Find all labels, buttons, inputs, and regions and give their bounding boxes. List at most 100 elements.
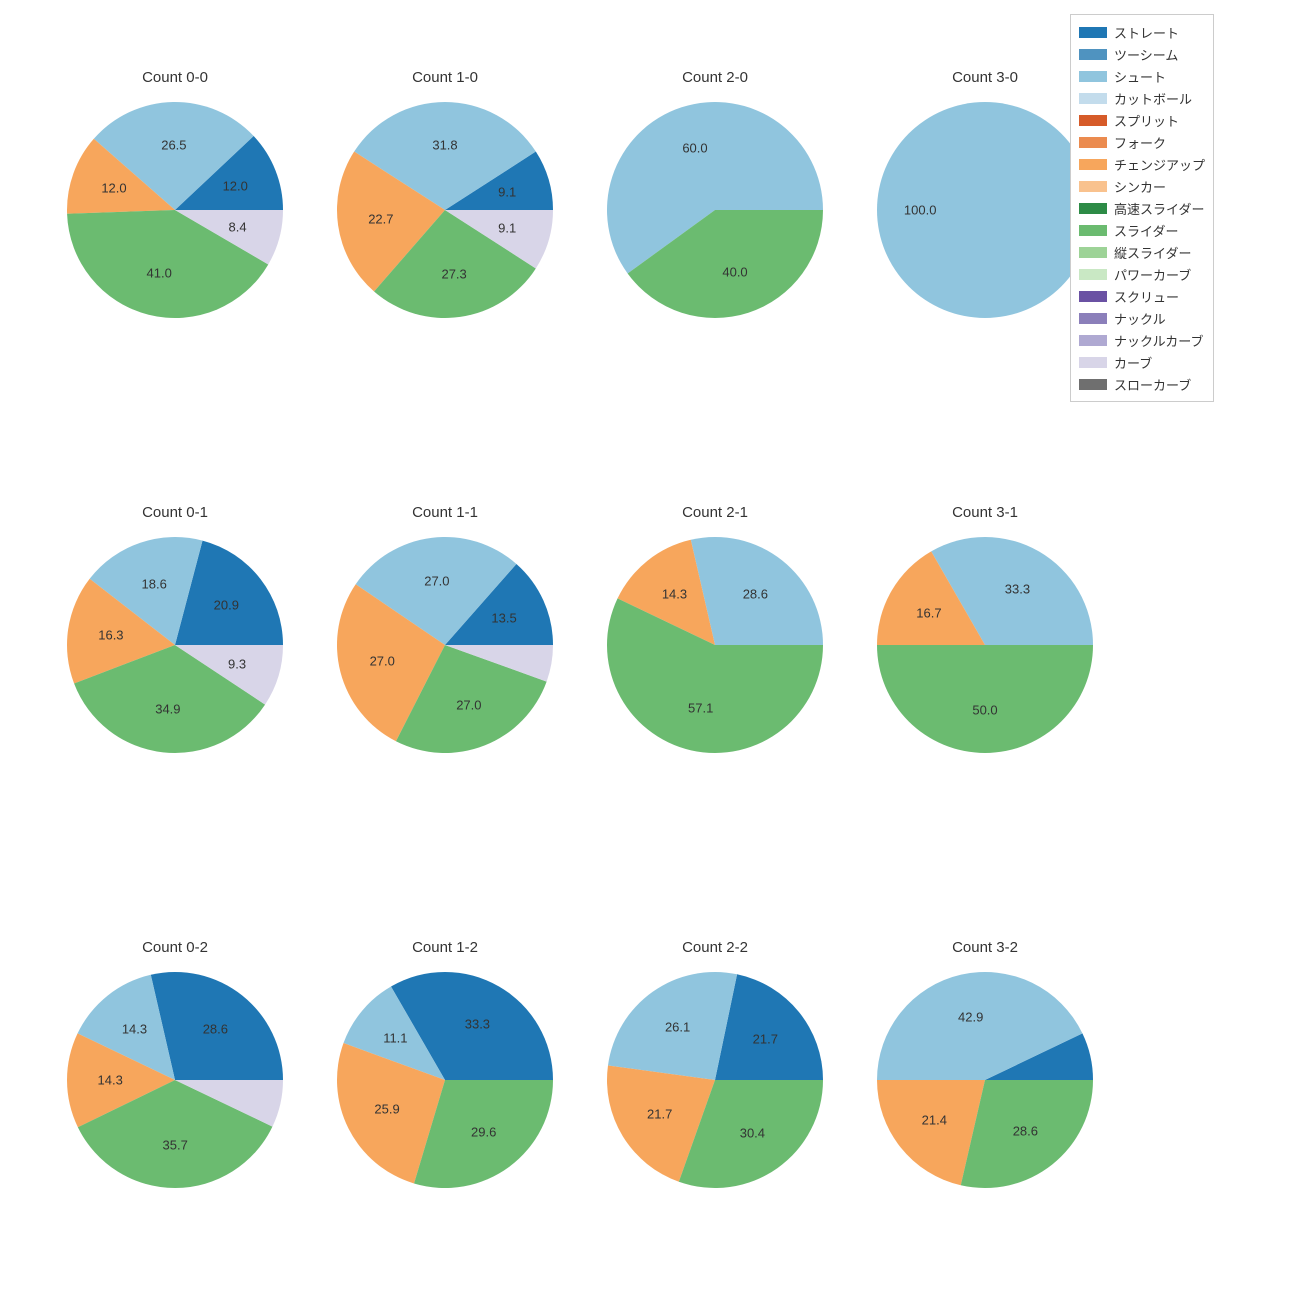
pie-panel: Count 0-120.918.616.334.99.3: [60, 530, 290, 760]
pie-panel: Count 2-128.614.357.1: [600, 530, 830, 760]
legend-row: スクリュー: [1079, 285, 1205, 307]
legend-row: スローカーブ: [1079, 373, 1205, 395]
legend-label: スライダー: [1114, 221, 1178, 240]
legend-label: スプリット: [1114, 111, 1179, 130]
legend-label: ナックルカーブ: [1114, 331, 1203, 350]
slice-label: 11.1: [383, 1031, 407, 1046]
legend-swatch: [1079, 247, 1107, 258]
legend: ストレートツーシームシュートカットボールスプリットフォークチェンジアップシンカー…: [1070, 14, 1214, 402]
legend-swatch: [1079, 313, 1107, 324]
pie-panel: Count 3-0100.0: [870, 95, 1100, 325]
pie-panel: Count 1-09.131.822.727.39.1: [330, 95, 560, 325]
slice-label: 27.0: [370, 654, 395, 669]
legend-swatch: [1079, 225, 1107, 236]
pie-panel: Count 3-133.316.750.0: [870, 530, 1100, 760]
pie-svg: [330, 95, 560, 325]
slice-label: 27.3: [441, 267, 466, 282]
legend-swatch: [1079, 335, 1107, 346]
pie-svg: [60, 965, 290, 1195]
pie-svg: [330, 965, 560, 1195]
slice-label: 12.0: [101, 181, 126, 196]
legend-swatch: [1079, 269, 1107, 280]
slice-label: 100.0: [904, 203, 937, 218]
slice-label: 35.7: [163, 1137, 188, 1152]
slice-label: 28.6: [1013, 1123, 1038, 1138]
legend-label: チェンジアップ: [1114, 155, 1205, 174]
slice-label: 16.7: [916, 605, 941, 620]
slice-label: 14.3: [662, 587, 687, 602]
legend-row: ツーシーム: [1079, 43, 1205, 65]
pie-svg: [600, 95, 830, 325]
legend-swatch: [1079, 203, 1107, 214]
legend-label: カーブ: [1114, 353, 1152, 372]
legend-label: シュート: [1114, 67, 1166, 86]
legend-swatch: [1079, 71, 1107, 82]
legend-row: スプリット: [1079, 109, 1205, 131]
slice-label: 29.6: [471, 1124, 496, 1139]
legend-label: スクリュー: [1114, 287, 1179, 306]
slice-label: 21.4: [922, 1113, 947, 1128]
slice-label: 8.4: [229, 219, 247, 234]
legend-label: ストレート: [1114, 23, 1179, 42]
slice-label: 21.7: [753, 1032, 778, 1047]
slice-label: 34.9: [155, 702, 180, 717]
slice-label: 21.7: [647, 1106, 672, 1121]
pie-panel: Count 2-060.040.0: [600, 95, 830, 325]
legend-swatch: [1079, 137, 1107, 148]
pie-svg: [330, 530, 560, 760]
pie-svg: [870, 965, 1100, 1195]
pie-title: Count 3-2: [870, 939, 1100, 956]
pie-title: Count 2-1: [600, 504, 830, 521]
legend-swatch: [1079, 357, 1107, 368]
slice-label: 22.7: [368, 212, 393, 227]
legend-label: カットボール: [1114, 89, 1192, 108]
slice-label: 16.3: [98, 628, 123, 643]
legend-row: カットボール: [1079, 87, 1205, 109]
legend-row: ナックルカーブ: [1079, 329, 1205, 351]
pie-slice: [877, 645, 1093, 753]
pie-panel: Count 0-228.614.314.335.7: [60, 965, 290, 1195]
legend-swatch: [1079, 159, 1107, 170]
pie-title: Count 1-0: [330, 69, 560, 86]
slice-label: 13.5: [491, 611, 516, 626]
legend-row: シュート: [1079, 65, 1205, 87]
slice-label: 57.1: [688, 701, 713, 716]
slice-label: 9.1: [498, 221, 516, 236]
slice-label: 42.9: [958, 1009, 983, 1024]
legend-row: スライダー: [1079, 219, 1205, 241]
pie-title: Count 2-0: [600, 69, 830, 86]
pie-title: Count 0-0: [60, 69, 290, 86]
legend-row: ナックル: [1079, 307, 1205, 329]
legend-row: フォーク: [1079, 131, 1205, 153]
slice-label: 26.5: [161, 138, 186, 153]
pie-svg: [60, 95, 290, 325]
pie-title: Count 0-1: [60, 504, 290, 521]
slice-label: 30.4: [740, 1125, 765, 1140]
slice-label: 18.6: [142, 576, 167, 591]
pie-title: Count 3-0: [870, 69, 1100, 86]
legend-row: シンカー: [1079, 175, 1205, 197]
pie-svg: [60, 530, 290, 760]
legend-swatch: [1079, 291, 1107, 302]
slice-label: 60.0: [682, 141, 707, 156]
legend-swatch: [1079, 93, 1107, 104]
slice-label: 9.3: [228, 656, 246, 671]
pie-svg: [600, 530, 830, 760]
legend-label: シンカー: [1114, 177, 1166, 196]
pie-svg: [600, 965, 830, 1195]
slice-label: 50.0: [972, 702, 997, 717]
pie-title: Count 1-2: [330, 939, 560, 956]
pie-panel: Count 2-221.726.121.730.4: [600, 965, 830, 1195]
pie-title: Count 1-1: [330, 504, 560, 521]
slice-label: 9.1: [498, 184, 516, 199]
pie-panel: Count 0-012.026.512.041.08.4: [60, 95, 290, 325]
slice-label: 28.6: [203, 1022, 228, 1037]
legend-label: スローカーブ: [1114, 375, 1191, 394]
pie-panel: Count 1-113.527.027.027.0: [330, 530, 560, 760]
slice-label: 26.1: [665, 1020, 690, 1035]
slice-label: 40.0: [722, 264, 747, 279]
legend-row: パワーカーブ: [1079, 263, 1205, 285]
slice-label: 27.0: [424, 573, 449, 588]
slice-label: 33.3: [1005, 581, 1030, 596]
legend-label: フォーク: [1114, 133, 1166, 152]
